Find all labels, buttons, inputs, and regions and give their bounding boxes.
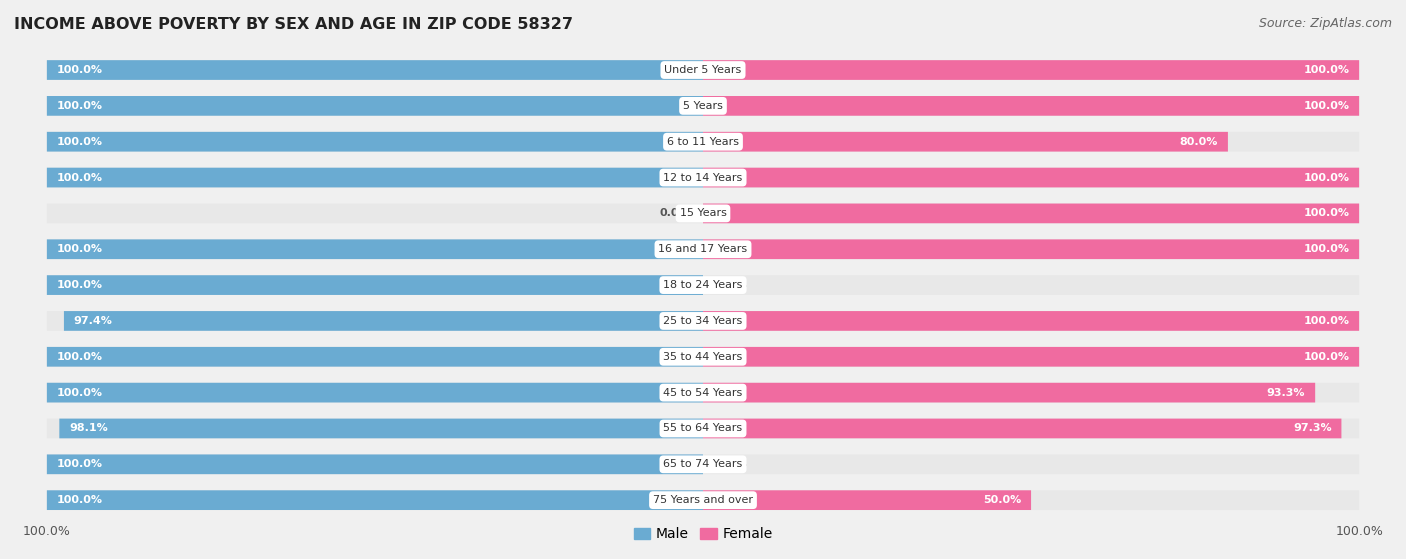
Legend: Male, Female: Male, Female bbox=[634, 527, 772, 541]
Text: 80.0%: 80.0% bbox=[1180, 137, 1218, 146]
FancyBboxPatch shape bbox=[46, 132, 703, 151]
FancyBboxPatch shape bbox=[46, 490, 703, 510]
FancyBboxPatch shape bbox=[703, 383, 1360, 402]
FancyBboxPatch shape bbox=[46, 347, 703, 367]
Text: 100.0%: 100.0% bbox=[1303, 65, 1350, 75]
Text: 100.0%: 100.0% bbox=[1303, 209, 1350, 219]
Text: 100.0%: 100.0% bbox=[56, 495, 103, 505]
FancyBboxPatch shape bbox=[46, 239, 703, 259]
Text: 0.0%: 0.0% bbox=[659, 209, 690, 219]
FancyBboxPatch shape bbox=[46, 419, 703, 438]
Text: 0.0%: 0.0% bbox=[716, 280, 747, 290]
Text: 12 to 14 Years: 12 to 14 Years bbox=[664, 173, 742, 183]
Text: 15 Years: 15 Years bbox=[679, 209, 727, 219]
FancyBboxPatch shape bbox=[63, 311, 703, 331]
FancyBboxPatch shape bbox=[46, 96, 703, 116]
Text: 98.1%: 98.1% bbox=[69, 424, 108, 433]
Text: 100.0%: 100.0% bbox=[1303, 316, 1350, 326]
Text: 0.0%: 0.0% bbox=[716, 459, 747, 470]
FancyBboxPatch shape bbox=[703, 419, 1360, 438]
Text: 100.0%: 100.0% bbox=[56, 101, 103, 111]
FancyBboxPatch shape bbox=[703, 96, 1360, 116]
Text: 97.4%: 97.4% bbox=[73, 316, 112, 326]
FancyBboxPatch shape bbox=[46, 275, 703, 295]
FancyBboxPatch shape bbox=[46, 383, 703, 402]
Text: 100.0%: 100.0% bbox=[1303, 101, 1350, 111]
Text: INCOME ABOVE POVERTY BY SEX AND AGE IN ZIP CODE 58327: INCOME ABOVE POVERTY BY SEX AND AGE IN Z… bbox=[14, 17, 574, 32]
Text: 97.3%: 97.3% bbox=[1294, 424, 1331, 433]
FancyBboxPatch shape bbox=[703, 311, 1360, 331]
FancyBboxPatch shape bbox=[703, 96, 1360, 116]
Text: 16 and 17 Years: 16 and 17 Years bbox=[658, 244, 748, 254]
Text: 5 Years: 5 Years bbox=[683, 101, 723, 111]
Text: 25 to 34 Years: 25 to 34 Years bbox=[664, 316, 742, 326]
FancyBboxPatch shape bbox=[46, 347, 703, 367]
Text: 100.0%: 100.0% bbox=[56, 173, 103, 183]
FancyBboxPatch shape bbox=[703, 347, 1360, 367]
Text: 100.0%: 100.0% bbox=[56, 352, 103, 362]
FancyBboxPatch shape bbox=[46, 454, 703, 474]
FancyBboxPatch shape bbox=[46, 454, 703, 474]
FancyBboxPatch shape bbox=[59, 419, 703, 438]
Text: 100.0%: 100.0% bbox=[1303, 352, 1350, 362]
Text: 100.0%: 100.0% bbox=[56, 244, 103, 254]
FancyBboxPatch shape bbox=[703, 132, 1227, 151]
FancyBboxPatch shape bbox=[46, 239, 703, 259]
FancyBboxPatch shape bbox=[703, 239, 1360, 259]
Text: 18 to 24 Years: 18 to 24 Years bbox=[664, 280, 742, 290]
Text: 45 to 54 Years: 45 to 54 Years bbox=[664, 387, 742, 397]
Text: Source: ZipAtlas.com: Source: ZipAtlas.com bbox=[1258, 17, 1392, 30]
Text: 100.0%: 100.0% bbox=[56, 459, 103, 470]
FancyBboxPatch shape bbox=[703, 239, 1360, 259]
FancyBboxPatch shape bbox=[703, 275, 1360, 295]
FancyBboxPatch shape bbox=[703, 383, 1315, 402]
FancyBboxPatch shape bbox=[46, 168, 703, 187]
FancyBboxPatch shape bbox=[703, 203, 1360, 223]
Text: 100.0%: 100.0% bbox=[1303, 173, 1350, 183]
FancyBboxPatch shape bbox=[46, 60, 703, 80]
FancyBboxPatch shape bbox=[703, 490, 1031, 510]
FancyBboxPatch shape bbox=[703, 347, 1360, 367]
FancyBboxPatch shape bbox=[703, 60, 1360, 80]
FancyBboxPatch shape bbox=[46, 275, 703, 295]
FancyBboxPatch shape bbox=[703, 60, 1360, 80]
FancyBboxPatch shape bbox=[46, 60, 703, 80]
Text: 93.3%: 93.3% bbox=[1267, 387, 1305, 397]
Text: 100.0%: 100.0% bbox=[1303, 244, 1350, 254]
Text: Under 5 Years: Under 5 Years bbox=[665, 65, 741, 75]
FancyBboxPatch shape bbox=[46, 311, 703, 331]
Text: 100.0%: 100.0% bbox=[56, 280, 103, 290]
Text: 50.0%: 50.0% bbox=[983, 495, 1021, 505]
FancyBboxPatch shape bbox=[46, 96, 703, 116]
Text: 100.0%: 100.0% bbox=[56, 387, 103, 397]
FancyBboxPatch shape bbox=[703, 203, 1360, 223]
Text: 35 to 44 Years: 35 to 44 Years bbox=[664, 352, 742, 362]
Text: 6 to 11 Years: 6 to 11 Years bbox=[666, 137, 740, 146]
FancyBboxPatch shape bbox=[703, 419, 1341, 438]
FancyBboxPatch shape bbox=[703, 454, 1360, 474]
FancyBboxPatch shape bbox=[703, 168, 1360, 187]
Text: 75 Years and over: 75 Years and over bbox=[652, 495, 754, 505]
Text: 100.0%: 100.0% bbox=[56, 65, 103, 75]
FancyBboxPatch shape bbox=[46, 490, 703, 510]
FancyBboxPatch shape bbox=[46, 203, 703, 223]
FancyBboxPatch shape bbox=[46, 168, 703, 187]
FancyBboxPatch shape bbox=[703, 490, 1360, 510]
Text: 65 to 74 Years: 65 to 74 Years bbox=[664, 459, 742, 470]
FancyBboxPatch shape bbox=[703, 132, 1360, 151]
FancyBboxPatch shape bbox=[703, 311, 1360, 331]
FancyBboxPatch shape bbox=[46, 383, 703, 402]
Text: 55 to 64 Years: 55 to 64 Years bbox=[664, 424, 742, 433]
FancyBboxPatch shape bbox=[46, 132, 703, 151]
FancyBboxPatch shape bbox=[703, 168, 1360, 187]
Text: 100.0%: 100.0% bbox=[56, 137, 103, 146]
